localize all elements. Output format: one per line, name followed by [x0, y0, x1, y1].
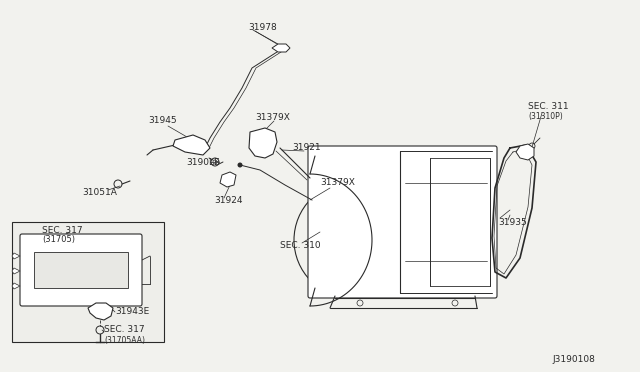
Polygon shape: [173, 135, 210, 155]
Polygon shape: [88, 303, 113, 320]
FancyBboxPatch shape: [20, 234, 142, 306]
Text: 31379X: 31379X: [320, 177, 355, 186]
Circle shape: [310, 198, 314, 202]
Text: SEC. 317: SEC. 317: [104, 326, 145, 334]
Polygon shape: [12, 268, 20, 274]
Polygon shape: [516, 144, 534, 160]
Circle shape: [213, 160, 217, 164]
Text: 31379X: 31379X: [255, 112, 290, 122]
FancyBboxPatch shape: [308, 146, 497, 298]
Polygon shape: [12, 283, 20, 289]
Polygon shape: [272, 44, 290, 52]
Text: J3190108: J3190108: [552, 356, 595, 365]
Circle shape: [348, 236, 356, 244]
Text: 31051A: 31051A: [82, 187, 117, 196]
Text: 31945: 31945: [148, 115, 177, 125]
Text: (31705AA): (31705AA): [104, 336, 145, 344]
Bar: [12, 222, 164, 342]
Text: 31978: 31978: [248, 22, 276, 32]
Polygon shape: [249, 128, 277, 158]
Text: (31310P): (31310P): [528, 112, 563, 121]
Polygon shape: [12, 253, 20, 259]
Text: 3190LE: 3190LE: [186, 157, 220, 167]
Text: 31924: 31924: [214, 196, 243, 205]
Circle shape: [237, 163, 243, 167]
Text: 31943E: 31943E: [115, 307, 149, 315]
Text: 31921: 31921: [292, 142, 321, 151]
Polygon shape: [220, 172, 236, 187]
Text: 31935: 31935: [498, 218, 527, 227]
Text: (31705): (31705): [42, 234, 75, 244]
Text: SEC. 310: SEC. 310: [280, 241, 321, 250]
Bar: [34, 252, 128, 288]
Text: SEC. 317: SEC. 317: [42, 225, 83, 234]
Text: SEC. 311: SEC. 311: [528, 102, 568, 110]
